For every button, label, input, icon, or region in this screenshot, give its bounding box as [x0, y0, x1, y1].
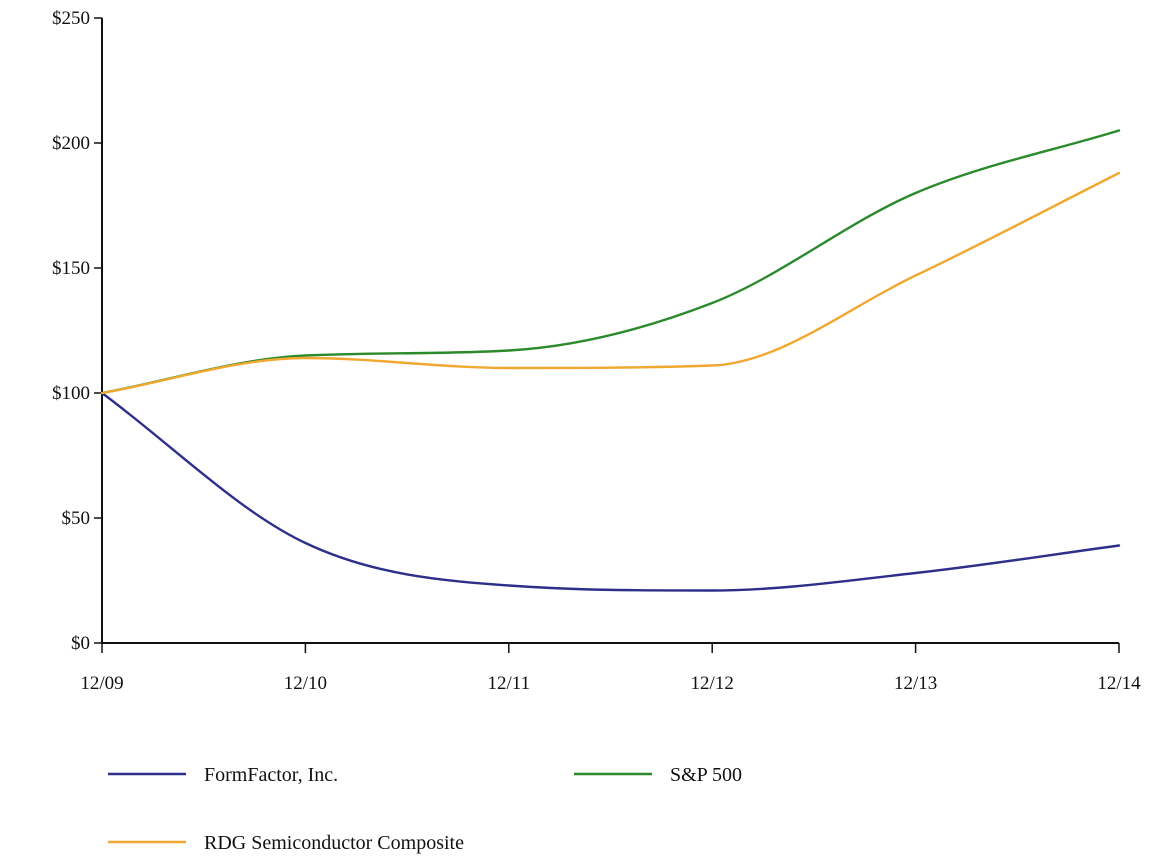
x-axis-ticks: 12/09 12/10 12/11 12/12 12/13 12/14 — [80, 643, 1141, 694]
legend-item-formfactor-inc: FormFactor, Inc. — [108, 764, 338, 786]
legend-label: S&P 500 — [670, 764, 742, 786]
legend-label: RDG Semiconductor Composite — [204, 832, 464, 854]
series-line-rdg-semiconductor-composite — [100, 171, 1121, 395]
x-tick-label: 12/11 — [488, 673, 531, 694]
y-tick-label: $250 — [52, 8, 90, 29]
series-lines — [100, 129, 1121, 592]
legend-item-s-p-500: S&P 500 — [574, 764, 742, 786]
y-tick-label: $0 — [71, 633, 90, 654]
x-tick-label: 12/09 — [80, 673, 123, 694]
legend-item-rdg-semiconductor-composite: RDG Semiconductor Composite — [108, 832, 464, 854]
legend-label: FormFactor, Inc. — [204, 764, 338, 786]
x-tick-label: 12/10 — [284, 673, 327, 694]
x-tick-label: 12/12 — [691, 673, 734, 694]
y-tick-label: $50 — [62, 508, 91, 529]
series-line-s-p-500 — [100, 129, 1121, 395]
y-tick-label: $200 — [52, 133, 90, 154]
series-line-formfactor-inc — [100, 391, 1121, 592]
legend: FormFactor, Inc. S&P 500 RDG Semiconductor… — [108, 764, 742, 854]
chart-axes — [101, 18, 1119, 644]
y-tick-label: $100 — [52, 383, 90, 404]
x-tick-label: 12/14 — [1097, 673, 1141, 694]
y-axis-ticks: $0 $50 $100 $150 $200 $250 — [52, 8, 102, 654]
y-tick-label: $150 — [52, 258, 90, 279]
x-tick-label: 12/13 — [894, 673, 937, 694]
